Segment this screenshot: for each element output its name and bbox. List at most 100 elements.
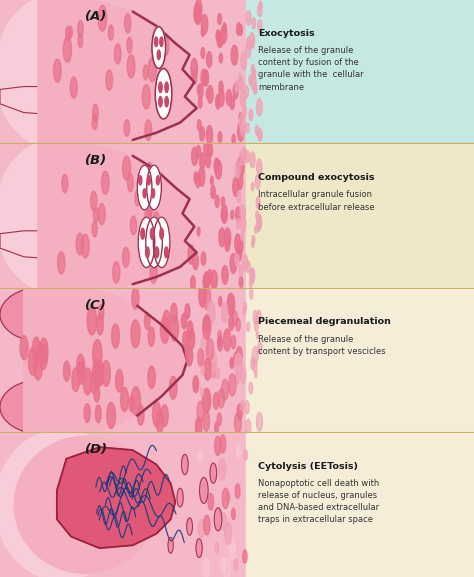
- Circle shape: [258, 341, 262, 354]
- Circle shape: [237, 246, 242, 261]
- Circle shape: [150, 228, 154, 239]
- Circle shape: [201, 47, 205, 58]
- Circle shape: [193, 253, 198, 269]
- Circle shape: [249, 110, 253, 121]
- Circle shape: [154, 217, 170, 268]
- Circle shape: [256, 197, 260, 208]
- Circle shape: [200, 126, 204, 141]
- Circle shape: [34, 353, 43, 380]
- Circle shape: [252, 240, 254, 248]
- Circle shape: [222, 304, 228, 323]
- Circle shape: [258, 129, 262, 141]
- Circle shape: [92, 222, 97, 237]
- Circle shape: [143, 65, 148, 80]
- Circle shape: [198, 84, 203, 99]
- Circle shape: [249, 382, 253, 394]
- Circle shape: [116, 369, 123, 392]
- Circle shape: [159, 96, 162, 107]
- Circle shape: [250, 152, 255, 168]
- Circle shape: [216, 391, 220, 406]
- Circle shape: [107, 402, 116, 429]
- Circle shape: [240, 204, 245, 219]
- Circle shape: [217, 31, 222, 47]
- Circle shape: [124, 119, 129, 136]
- Circle shape: [239, 74, 242, 83]
- Circle shape: [148, 327, 155, 346]
- Circle shape: [255, 174, 260, 189]
- Circle shape: [193, 376, 199, 392]
- Circle shape: [207, 51, 212, 68]
- Circle shape: [77, 354, 85, 378]
- Circle shape: [203, 70, 209, 86]
- Bar: [246, 433, 474, 577]
- Circle shape: [146, 194, 154, 216]
- Circle shape: [215, 542, 219, 553]
- Circle shape: [250, 289, 253, 299]
- Circle shape: [203, 287, 211, 310]
- Circle shape: [101, 171, 109, 194]
- Circle shape: [236, 207, 241, 222]
- Bar: [246, 0, 474, 144]
- Circle shape: [145, 313, 150, 329]
- Circle shape: [206, 154, 210, 168]
- Circle shape: [250, 268, 255, 284]
- Circle shape: [235, 413, 241, 433]
- Circle shape: [68, 26, 73, 39]
- Circle shape: [199, 284, 206, 307]
- Circle shape: [197, 85, 200, 93]
- Circle shape: [160, 228, 164, 239]
- Circle shape: [231, 45, 237, 65]
- Circle shape: [185, 304, 190, 319]
- Text: (D): (D): [85, 443, 109, 456]
- Circle shape: [242, 147, 246, 157]
- Circle shape: [208, 493, 213, 510]
- Circle shape: [232, 134, 235, 144]
- Text: (C): (C): [85, 299, 107, 312]
- Circle shape: [92, 359, 102, 388]
- Circle shape: [246, 261, 250, 273]
- Circle shape: [146, 217, 162, 268]
- Circle shape: [182, 455, 188, 474]
- Polygon shape: [38, 141, 197, 291]
- Circle shape: [240, 216, 246, 233]
- Circle shape: [256, 413, 263, 431]
- Circle shape: [246, 42, 251, 58]
- Circle shape: [191, 147, 198, 166]
- Ellipse shape: [0, 0, 109, 148]
- Text: Compound exocytosis: Compound exocytosis: [258, 173, 375, 182]
- Circle shape: [226, 89, 232, 106]
- Circle shape: [201, 69, 207, 86]
- Circle shape: [227, 492, 230, 501]
- Circle shape: [153, 402, 161, 427]
- Circle shape: [102, 361, 110, 386]
- Circle shape: [251, 268, 254, 278]
- Ellipse shape: [0, 429, 128, 577]
- Circle shape: [237, 122, 244, 141]
- Circle shape: [198, 96, 202, 108]
- Text: Cytolysis (EETosis): Cytolysis (EETosis): [258, 462, 358, 471]
- Circle shape: [251, 357, 255, 369]
- Circle shape: [192, 70, 197, 84]
- Circle shape: [135, 190, 140, 206]
- Circle shape: [229, 316, 234, 331]
- Circle shape: [143, 189, 146, 198]
- Circle shape: [257, 310, 261, 322]
- Circle shape: [113, 261, 120, 283]
- Circle shape: [237, 156, 244, 177]
- Circle shape: [216, 95, 219, 104]
- Circle shape: [227, 562, 230, 571]
- Circle shape: [204, 272, 210, 290]
- Circle shape: [153, 212, 159, 230]
- Circle shape: [204, 358, 211, 380]
- Circle shape: [72, 368, 80, 392]
- Circle shape: [54, 59, 61, 83]
- Circle shape: [201, 335, 208, 357]
- Polygon shape: [38, 0, 197, 147]
- Circle shape: [249, 74, 253, 85]
- Circle shape: [187, 321, 193, 338]
- Circle shape: [237, 445, 241, 458]
- Circle shape: [218, 13, 221, 25]
- Circle shape: [84, 404, 90, 422]
- Circle shape: [235, 372, 239, 384]
- Circle shape: [255, 320, 258, 331]
